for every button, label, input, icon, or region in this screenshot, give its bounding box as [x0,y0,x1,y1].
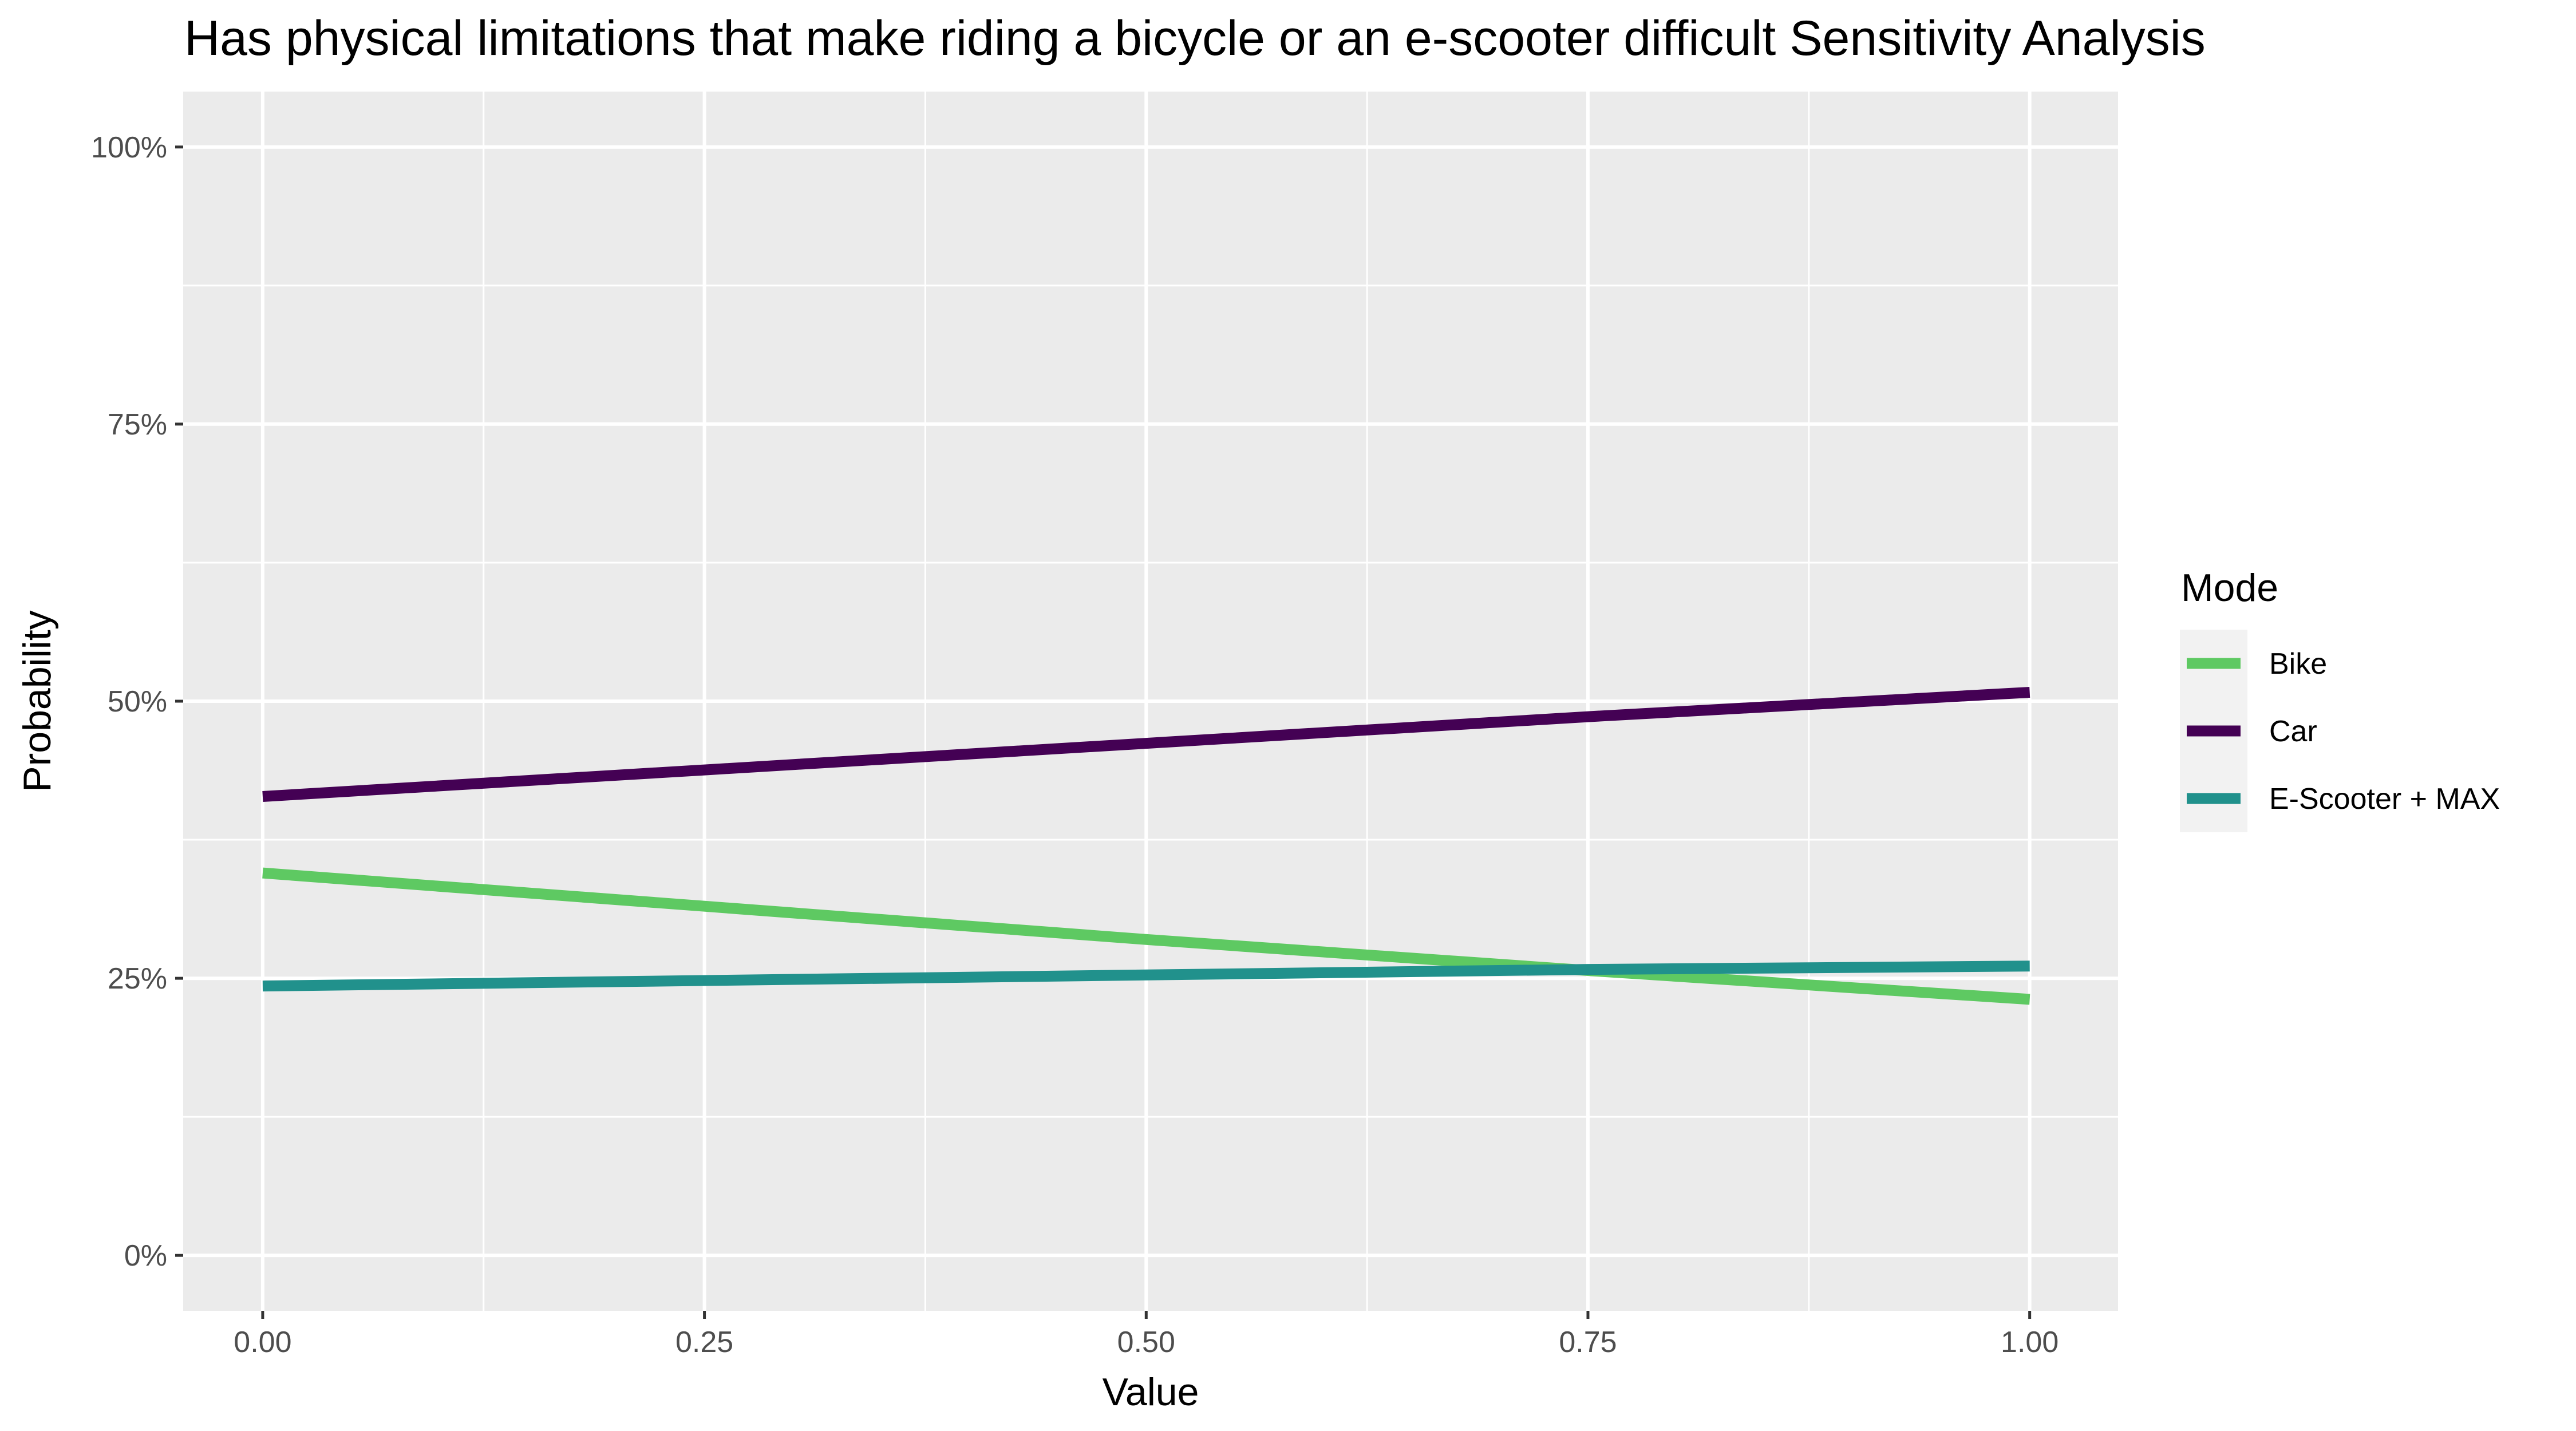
y-axis-title: Probability [15,610,59,792]
y-tick-label: 75% [108,408,167,441]
y-axis: 0% 25% 50% 75% 100% [91,131,183,1272]
legend-title: Mode [2181,566,2278,610]
x-tick-label: 0.25 [675,1326,733,1359]
y-tick-label: 0% [124,1239,167,1272]
series-line-bike [262,867,2030,1005]
x-tick-label: 0.50 [1117,1326,1175,1359]
chart-title: Has physical limitations that make ridin… [184,11,2206,66]
y-tick-label: 100% [91,131,167,164]
legend-label: Bike [2269,647,2327,681]
legend-items: Bike Car E-Scooter + MAX [2180,630,2500,832]
series-line-car [262,687,2030,802]
y-tick-label: 25% [108,962,167,995]
x-tick-label: 1.00 [2001,1326,2059,1359]
x-axis: 0.00 0.25 0.50 0.75 1.00 [234,1311,2059,1359]
x-tick-label: 0.00 [234,1326,291,1359]
series-line-e-scooter-max [262,960,2030,992]
x-tick-label: 0.75 [1559,1326,1617,1359]
legend-label: Car [2269,715,2317,748]
legend-label: E-Scooter + MAX [2269,782,2500,816]
x-axis-title: Value [1103,1370,1199,1414]
series-layer [262,687,2030,1005]
legend: Mode Bike Car E-Scooter + MAX [2180,566,2500,832]
y-tick-label: 50% [108,685,167,718]
